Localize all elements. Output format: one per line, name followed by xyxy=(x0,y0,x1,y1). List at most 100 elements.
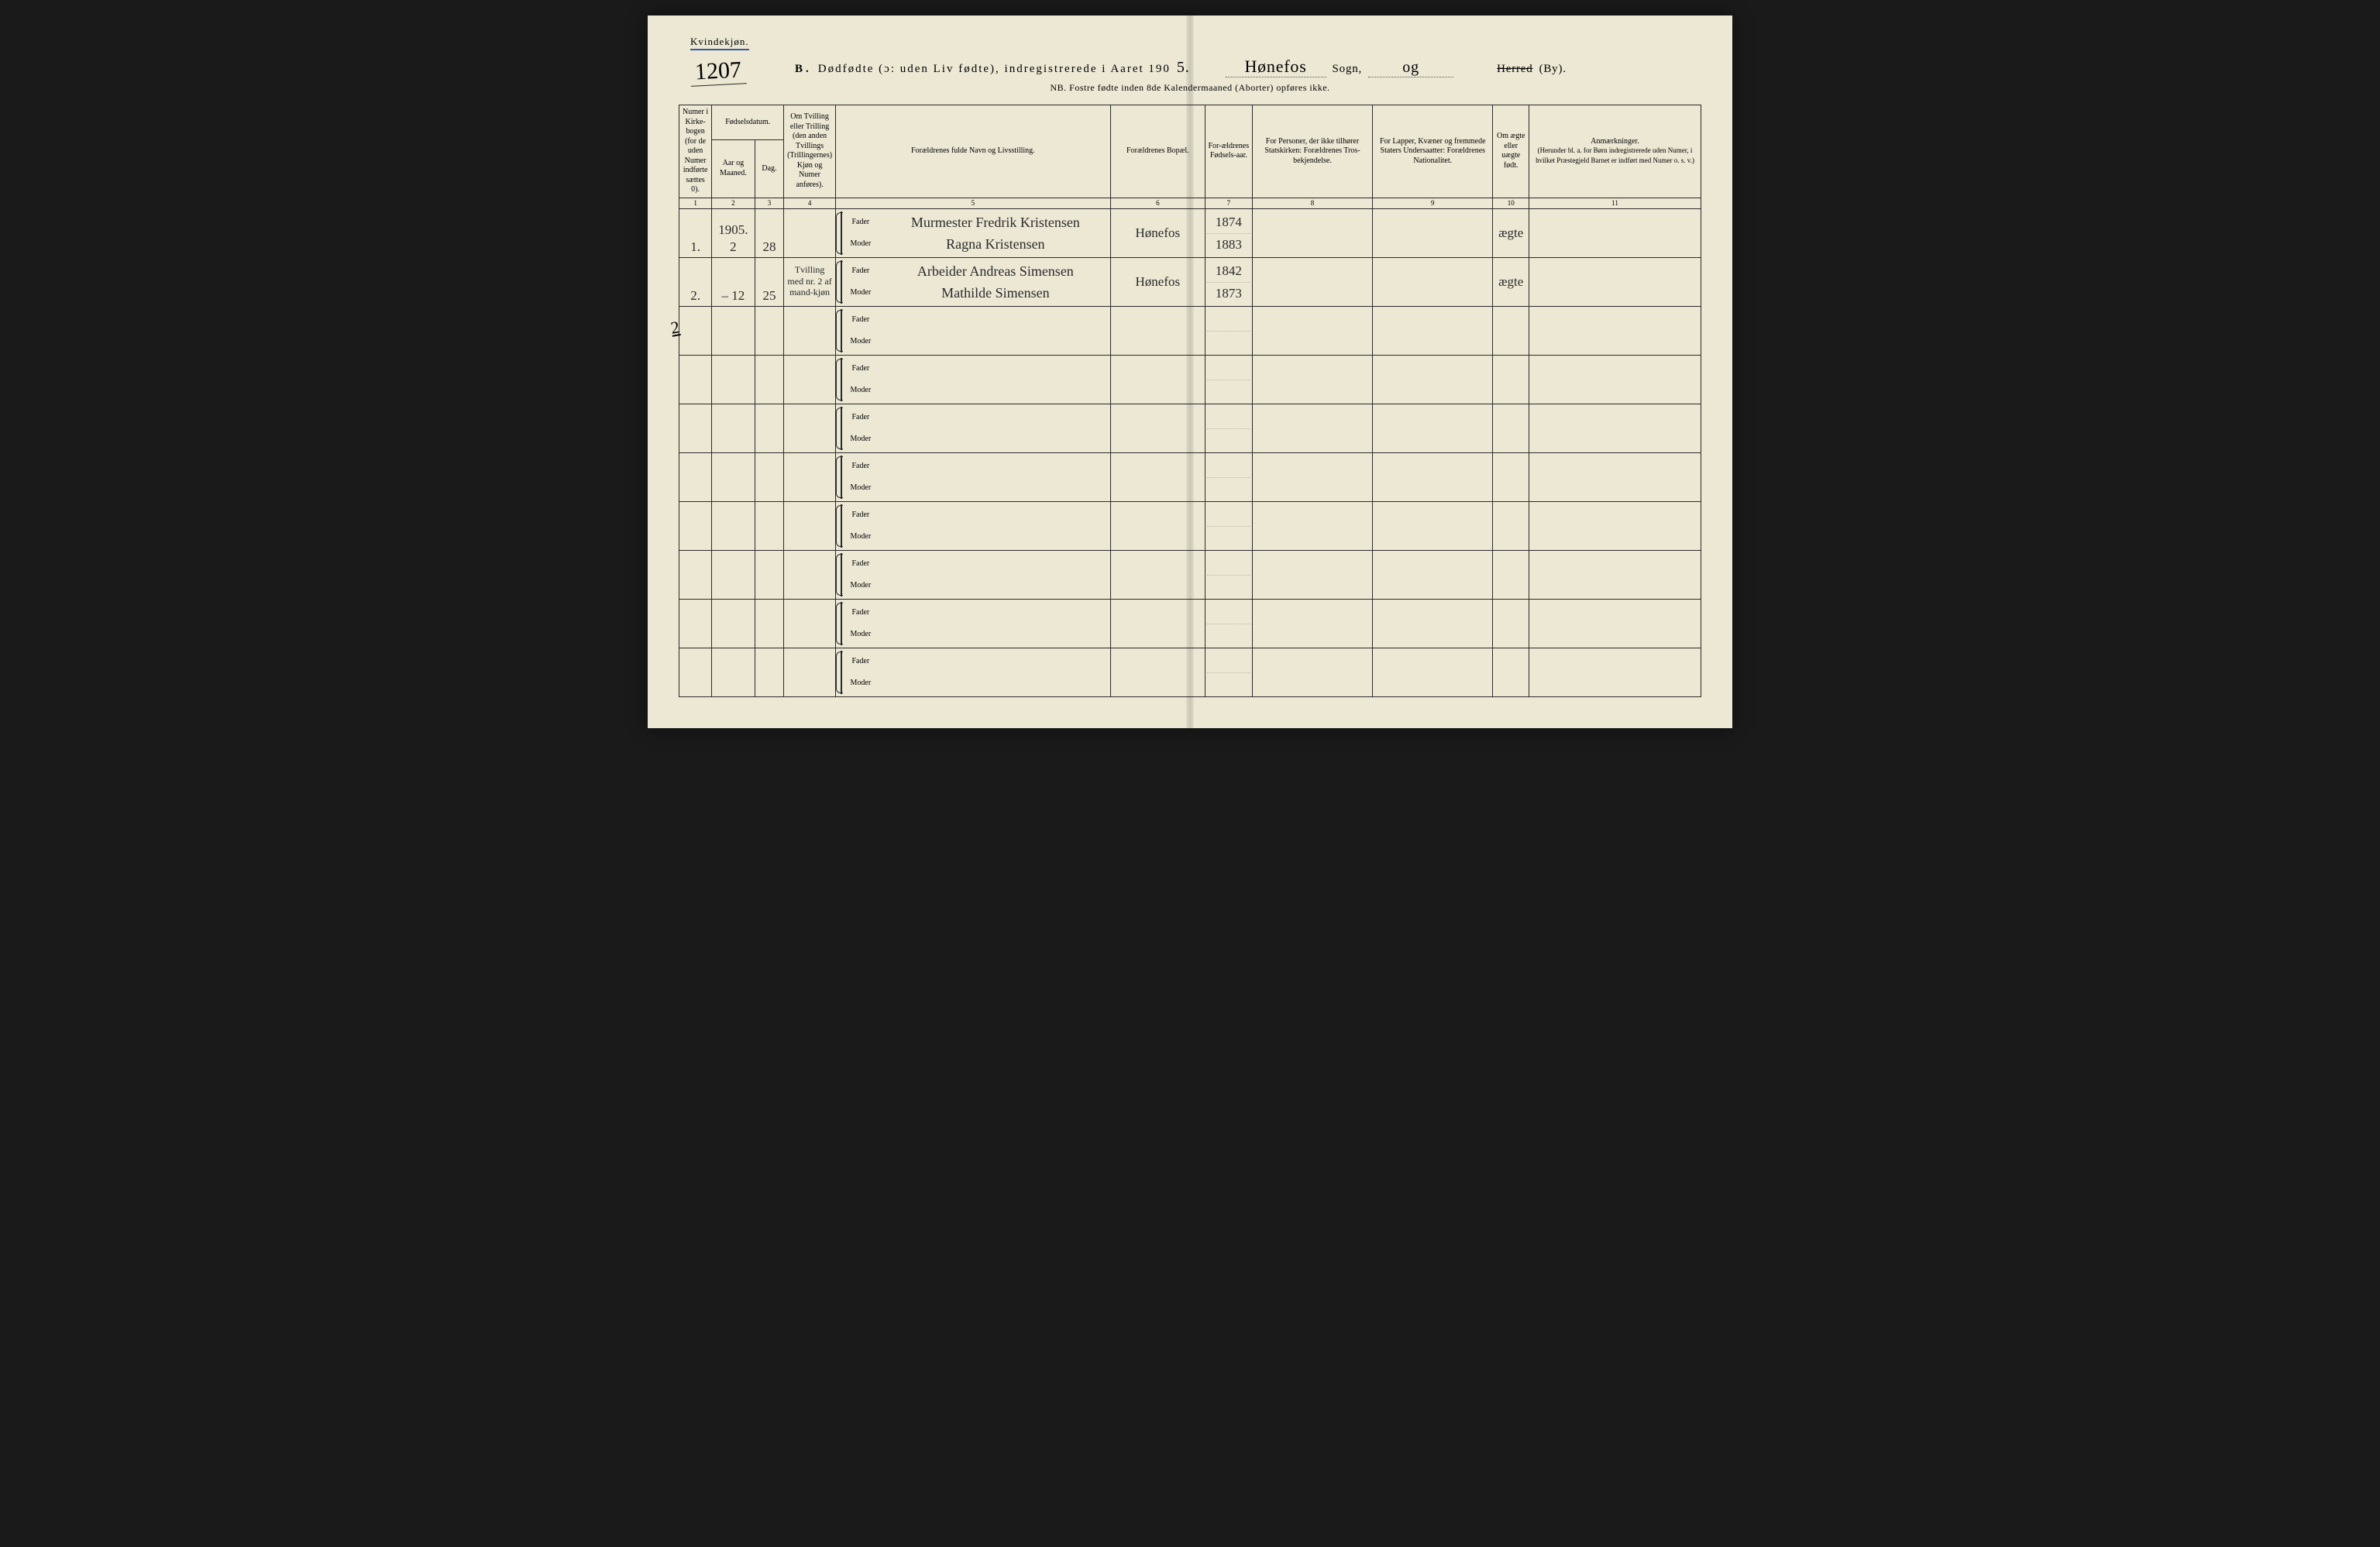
cell-parent-birthyears xyxy=(1205,648,1252,696)
og-handwritten: og xyxy=(1368,59,1453,77)
mother-row: Moder xyxy=(841,672,1109,694)
cell-remarks xyxy=(1529,355,1701,404)
herred-label-struck: Herred xyxy=(1497,63,1532,76)
col-header-residence: Forældrenes Bopæl. xyxy=(1110,105,1205,198)
colnum: 7 xyxy=(1205,198,1252,208)
cell-year-month xyxy=(712,306,755,355)
cell-year-month xyxy=(712,599,755,648)
page-number-handwritten: 1207 xyxy=(690,57,747,87)
cell-twin xyxy=(784,550,836,599)
cell-num xyxy=(679,404,712,452)
cell-remarks xyxy=(1529,648,1701,696)
cell-residence xyxy=(1110,599,1205,648)
nb-note: NB. Fostre fødte inden 8de Kalendermaane… xyxy=(679,82,1701,94)
year-handwritten: 5. xyxy=(1177,59,1190,77)
father-birthyear: 1874 xyxy=(1216,214,1242,230)
cell-year-month xyxy=(712,648,755,696)
cell-remarks xyxy=(1529,404,1701,452)
cell-parent-birthyears: 1842 1873 xyxy=(1205,257,1252,306)
cell-year-month: – 12 xyxy=(712,257,755,306)
father-label: Fader xyxy=(847,413,875,423)
col-header-remarks-sub: (Herunder bl. a. for Børn indregistrered… xyxy=(1536,146,1694,164)
cell-num xyxy=(679,648,712,696)
cell-day xyxy=(755,501,784,550)
cell-day xyxy=(755,599,784,648)
mother-name-handwritten: Ragna Kristensen xyxy=(882,235,1109,253)
cell-faith xyxy=(1252,208,1372,257)
col-header-legitimate: Om ægte eller uægte født. xyxy=(1493,105,1529,198)
cell-residence xyxy=(1110,404,1205,452)
parish-name-handwritten: Hønefos xyxy=(1226,57,1326,77)
cell-year-month xyxy=(712,501,755,550)
cell-legitimate xyxy=(1493,306,1529,355)
father-label: Fader xyxy=(847,218,875,228)
mother-label: Moder xyxy=(847,679,875,689)
cell-legitimate xyxy=(1493,501,1529,550)
col-header-birthdate: Fødselsdatum. xyxy=(712,105,784,140)
cell-nationality xyxy=(1373,257,1493,306)
col-header-num: Numer i Kirke-bogen (for de uden Numer i… xyxy=(679,105,712,198)
mother-label: Moder xyxy=(847,288,875,298)
father-label: Fader xyxy=(847,364,875,374)
cell-twin: Tvilling med nr. 2 af mand-kjøn xyxy=(784,257,836,306)
cell-parent-birthyears xyxy=(1205,599,1252,648)
colnum: 9 xyxy=(1373,198,1493,208)
table-body: 1. 1905. 2 28 Fader Murmester Fredrik Kr… xyxy=(679,208,1701,696)
cell-parents-names: Fader Moder xyxy=(835,452,1110,501)
father-row: Fader xyxy=(841,602,1109,624)
cell-twin xyxy=(784,599,836,648)
mother-birthyear: 1883 xyxy=(1216,236,1242,253)
father-label: Fader xyxy=(847,462,875,472)
cell-day xyxy=(755,355,784,404)
mother-label: Moder xyxy=(847,337,875,347)
mother-label: Moder xyxy=(847,483,875,493)
cell-year-month xyxy=(712,355,755,404)
mother-label: Moder xyxy=(847,630,875,640)
cell-faith xyxy=(1252,599,1372,648)
father-row: Fader xyxy=(841,651,1109,672)
mother-row: Moder xyxy=(841,526,1109,548)
cell-twin xyxy=(784,648,836,696)
cell-parent-birthyears xyxy=(1205,550,1252,599)
cell-day: 28 xyxy=(755,208,784,257)
cell-legitimate xyxy=(1493,404,1529,452)
table-header: Numer i Kirke-bogen (for de uden Numer i… xyxy=(679,105,1701,209)
table-row: Fader Moder xyxy=(679,501,1701,550)
cell-year-month xyxy=(712,452,755,501)
cell-residence xyxy=(1110,550,1205,599)
cell-legitimate xyxy=(1493,452,1529,501)
by-label: (By). xyxy=(1539,63,1567,76)
cell-num xyxy=(679,501,712,550)
ledger-table: Numer i Kirke-bogen (for de uden Numer i… xyxy=(679,105,1701,697)
cell-residence xyxy=(1110,306,1205,355)
cell-residence xyxy=(1110,355,1205,404)
cell-parents-names: Fader Arbeider Andreas Simensen Moder Ma… xyxy=(835,257,1110,306)
cell-nationality xyxy=(1373,306,1493,355)
header-title-line: B. Dødfødte (ɔ: uden Liv fødte), indregi… xyxy=(710,57,1701,77)
header-title: Dødfødte (ɔ: uden Liv fødte), indregistr… xyxy=(818,63,1171,76)
cell-nationality xyxy=(1373,452,1493,501)
table-row: 2. – 12 25 Tvilling med nr. 2 af mand-kj… xyxy=(679,257,1701,306)
cell-remarks xyxy=(1529,599,1701,648)
cell-faith xyxy=(1252,257,1372,306)
cell-day xyxy=(755,404,784,452)
father-label: Fader xyxy=(847,608,875,618)
colnum: 11 xyxy=(1529,198,1701,208)
col-header-day: Dag. xyxy=(755,140,784,198)
cell-parent-birthyears xyxy=(1205,452,1252,501)
cell-faith xyxy=(1252,306,1372,355)
cell-day xyxy=(755,550,784,599)
colnum: 10 xyxy=(1493,198,1529,208)
cell-residence xyxy=(1110,501,1205,550)
mother-row: Moder xyxy=(841,477,1109,499)
cell-nationality xyxy=(1373,550,1493,599)
father-row: Fader xyxy=(841,358,1109,380)
cell-nationality xyxy=(1373,404,1493,452)
mother-row: Moder Ragna Kristensen xyxy=(841,233,1109,255)
cell-year-month xyxy=(712,404,755,452)
mother-label: Moder xyxy=(847,386,875,396)
ledger-page: Kvindekjøn. 1207 2 B. Dødfødte (ɔ: uden … xyxy=(648,15,1732,728)
father-label: Fader xyxy=(847,315,875,325)
cell-parent-birthyears: 1874 1883 xyxy=(1205,208,1252,257)
table-row: Fader Moder xyxy=(679,599,1701,648)
